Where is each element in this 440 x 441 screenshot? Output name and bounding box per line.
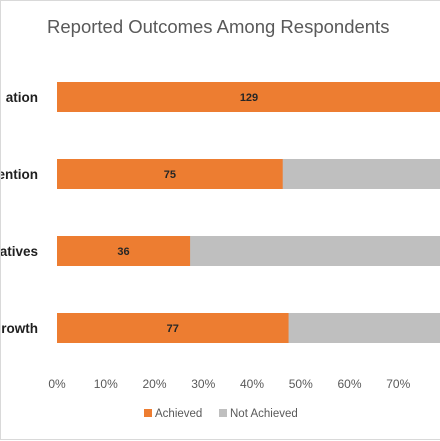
x-tick-label: 20% bbox=[142, 377, 166, 391]
x-tick-label: 40% bbox=[240, 377, 264, 391]
legend-label: Not Achieved bbox=[230, 408, 298, 420]
legend-swatch bbox=[219, 409, 227, 417]
data-label-achieved: 75 bbox=[164, 169, 176, 181]
bars-layer: 129 75 36 77 bbox=[57, 82, 440, 343]
x-tick-label: 0% bbox=[48, 377, 66, 391]
legend-swatch bbox=[144, 409, 152, 417]
category-label: atives bbox=[1, 244, 38, 259]
data-label-achieved: 77 bbox=[167, 323, 179, 335]
data-label-achieved: 129 bbox=[240, 92, 258, 104]
x-tick-label: 10% bbox=[94, 377, 118, 391]
bar-achieved bbox=[57, 159, 283, 189]
chart-title: Reported Outcomes Among Respondents bbox=[47, 16, 389, 37]
legend-label: Achieved bbox=[155, 408, 202, 420]
x-tick-label: 50% bbox=[289, 377, 313, 391]
x-axis-ticks: 0%10%20%30%40%50%60%70%8 bbox=[48, 377, 410, 391]
category-label: ation bbox=[6, 90, 38, 105]
bar-achieved bbox=[57, 313, 289, 343]
data-label-achieved: 36 bbox=[117, 246, 129, 258]
x-tick-label: 70% bbox=[386, 377, 410, 391]
category-label: rowth bbox=[1, 321, 38, 336]
legend: Achieved Not Achieved bbox=[144, 408, 298, 420]
x-tick-label: 60% bbox=[337, 377, 361, 391]
bar-achieved bbox=[57, 82, 440, 112]
bar-achieved bbox=[57, 236, 191, 266]
category-label: ention bbox=[1, 167, 38, 182]
category-labels-layer: ation ention atives rowth bbox=[1, 90, 38, 336]
x-tick-label: 30% bbox=[191, 377, 215, 391]
